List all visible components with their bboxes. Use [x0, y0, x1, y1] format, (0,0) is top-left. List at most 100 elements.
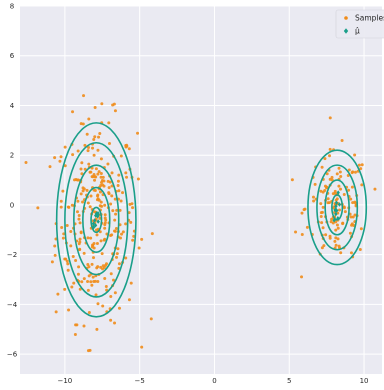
sample-point — [319, 202, 323, 206]
sample-point — [82, 277, 86, 281]
sample-point — [115, 252, 119, 256]
sample-point — [73, 333, 77, 337]
sample-point — [85, 132, 89, 136]
legend-mean-marker — [343, 28, 349, 34]
contour-ellipse — [324, 179, 350, 236]
sample-point — [95, 266, 99, 270]
y-tick-label: 6 — [10, 52, 15, 60]
sample-point — [92, 246, 96, 250]
sample-point — [335, 223, 339, 227]
sample-point — [334, 228, 338, 232]
sample-point — [124, 256, 128, 260]
sample-point — [89, 236, 93, 240]
sample-point — [97, 170, 101, 174]
sample-point — [104, 285, 108, 289]
sample-point — [92, 153, 96, 157]
sample-point — [335, 172, 339, 176]
sample-point — [110, 184, 114, 188]
sample-point — [107, 141, 111, 145]
sample-point — [90, 262, 94, 266]
sample-point — [322, 244, 326, 248]
mean-marker — [332, 218, 336, 223]
mean-marker — [93, 218, 97, 223]
sample-point — [67, 205, 71, 209]
sample-point — [85, 188, 89, 192]
sample-point — [69, 244, 73, 248]
sample-point — [107, 191, 111, 195]
sample-point — [338, 208, 341, 212]
y-tick-label: 0 — [10, 201, 14, 209]
sample-point — [128, 202, 132, 206]
sample-point — [79, 167, 83, 171]
sample-point — [323, 157, 327, 161]
sample-point — [129, 220, 133, 224]
mean-marker — [336, 216, 340, 221]
y-tick-label: 2 — [10, 152, 14, 160]
sample-point — [99, 200, 103, 204]
tick-labels: −10 −5 0 5 10 −6 −4 −2 0 2 4 6 8 — [7, 3, 369, 386]
grid-lines — [20, 5, 382, 374]
sample-point — [348, 231, 352, 235]
legend-samples-marker — [344, 16, 348, 20]
sample-point — [99, 175, 103, 179]
sample-point — [87, 162, 91, 166]
sample-point — [95, 327, 99, 331]
sample-point — [105, 262, 109, 266]
sample-point — [103, 221, 107, 225]
sample-point — [328, 116, 332, 120]
sample-point — [328, 154, 332, 158]
sample-point — [131, 238, 135, 242]
contour-ellipse — [331, 194, 344, 221]
sample-point — [95, 233, 99, 237]
sample-point — [118, 208, 122, 212]
sample-point — [86, 145, 90, 149]
sample-point — [334, 243, 338, 247]
sample-point — [321, 205, 325, 209]
contour-ellipse — [90, 206, 103, 234]
sample-point — [328, 147, 332, 151]
sample-point — [96, 172, 100, 176]
sample-point — [53, 244, 57, 248]
sample-point — [112, 102, 116, 106]
sample-point — [91, 146, 95, 150]
sample-point — [116, 247, 120, 251]
sample-point — [80, 161, 84, 165]
sample-point — [103, 226, 107, 230]
sample-point — [98, 190, 102, 194]
sample-point — [113, 291, 117, 295]
sample-point — [119, 199, 123, 203]
sample-point — [125, 175, 129, 179]
sample-point — [359, 227, 363, 231]
sample-point — [339, 251, 343, 255]
sample-point — [94, 175, 98, 179]
sample-point — [90, 166, 94, 170]
sample-point — [61, 236, 65, 240]
sample-point — [132, 234, 136, 238]
sample-point — [320, 165, 324, 169]
sample-point — [86, 349, 90, 353]
sample-point — [82, 94, 86, 98]
x-tick-label: −10 — [57, 377, 72, 385]
sample-point — [67, 308, 71, 312]
sample-point — [59, 205, 63, 209]
sample-point — [349, 251, 353, 255]
sample-point — [351, 215, 355, 219]
sample-point — [95, 242, 99, 246]
sample-point — [24, 160, 28, 164]
sample-point — [76, 199, 80, 203]
sample-point — [107, 186, 111, 190]
sample-point — [319, 189, 323, 193]
mean-marker — [334, 211, 338, 217]
sample-point — [65, 224, 69, 228]
sample-point — [61, 189, 65, 193]
sample-point — [96, 279, 100, 283]
sample-point — [353, 170, 357, 174]
sample-point — [87, 117, 91, 121]
sample-point — [333, 239, 337, 243]
sample-point — [113, 109, 117, 113]
sample-point — [75, 323, 79, 327]
sample-point — [99, 172, 103, 175]
sample-point — [330, 175, 334, 179]
sample-point — [69, 230, 73, 234]
sample-point — [106, 179, 110, 183]
